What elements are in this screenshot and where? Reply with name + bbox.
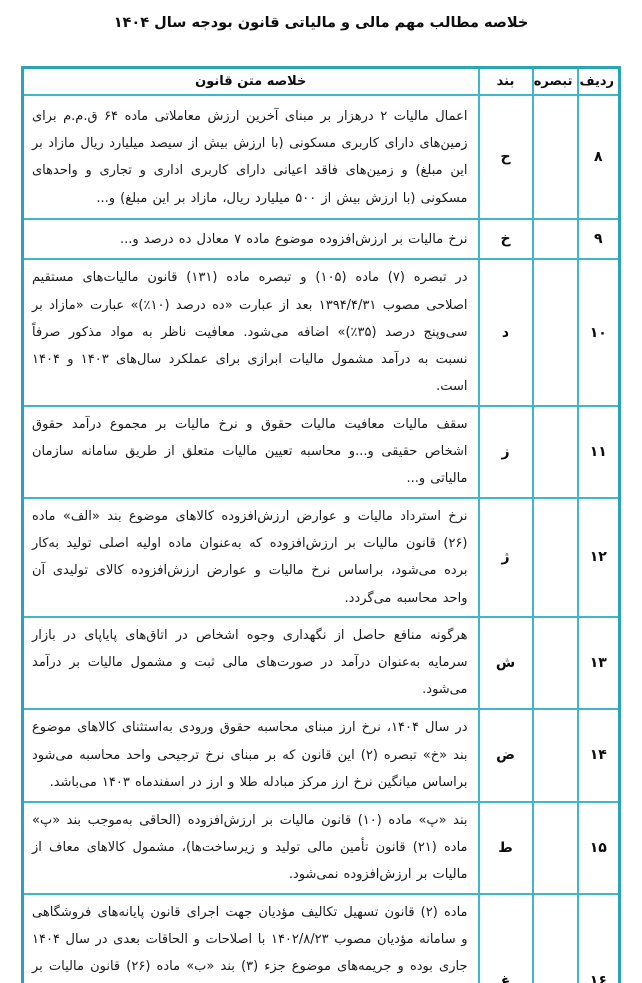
summary-cell: در سال ۱۴۰۴، نرخ ارز مبنای محاسبه حقوق و… [21,707,480,803]
tabsereh-cell [531,258,579,407]
band-cell: د [477,258,534,407]
summary-cell: بند «پ» ماده (۱۰) قانون مالیات بر ارزش‌ا… [21,800,480,895]
tabsereh-cell [531,218,579,261]
tabsereh-cell [531,892,579,983]
summary-cell: ماده (۲) قانون تسهیل تکالیف مؤدیان جهت ا… [21,892,480,983]
tabsereh-cell [531,404,579,499]
header-radif: ردیف [576,66,621,97]
tabsereh-cell [531,615,579,710]
law-summary-table: ردیف تبصره بند خلاصه متن قانون ۸ ح اعمال… [21,66,621,983]
band-cell: خ [477,218,534,261]
header-row: ردیف تبصره بند خلاصه متن قانون [21,66,621,97]
radif-cell: ۱۲ [576,496,621,618]
band-cell: ض [477,707,534,803]
band-cell: ش [477,615,534,710]
table-row: ۱۶ غ ماده (۲) قانون تسهیل تکالیف مؤدیان … [21,892,621,983]
table-row: ۱۴ ض در سال ۱۴۰۴، نرخ ارز مبنای محاسبه ح… [21,707,621,803]
summary-cell: نرخ مالیات بر ارزش‌افزوده موضوع ماده ۷ م… [21,218,480,261]
radif-cell: ۹ [576,218,621,261]
table-row: ۸ ح اعمال مالیات ۲ درهزار بر مبنای آخرین… [21,94,621,221]
table-row: ۱۳ ش هرگونه منافع حاصل از نگهداری وجوه ا… [21,615,621,710]
summary-cell: اعمال مالیات ۲ درهزار بر مبنای آخرین ارز… [21,94,480,221]
band-cell: ط [477,800,534,895]
band-cell: ز [477,404,534,499]
header-band: بند [477,66,534,97]
table-row: ۹ خ نرخ مالیات بر ارزش‌افزوده موضوع ماده… [21,218,621,261]
table-row: ۱۱ ز سقف مالیات معافیت مالیات حقوق و نرخ… [21,404,621,499]
radif-cell: ۱۳ [576,615,621,710]
page-title: خلاصه مطالب مهم مالی و مالیاتی قانون بود… [113,15,529,31]
summary-cell: نرخ استرداد مالیات و عوارض ارزش‌افزوده ک… [21,496,480,618]
header-tabsereh: تبصره [531,66,579,97]
header-summary: خلاصه متن قانون [21,66,480,97]
tabsereh-cell [531,800,579,895]
band-cell: ژ [477,496,534,618]
table-row: ۱۰ د در تبصره (۷) ماده (۱۰۵) و تبصره ماد… [21,258,621,407]
tabsereh-cell [531,94,579,221]
table-row: ۱۵ ط بند «پ» ماده (۱۰) قانون مالیات بر ا… [21,800,621,895]
tabsereh-cell [531,496,579,618]
band-cell: غ [477,892,534,983]
tabsereh-cell [531,707,579,803]
radif-cell: ۱۱ [576,404,621,499]
radif-cell: ۱۵ [576,800,621,895]
summary-cell: هرگونه منافع حاصل از نگهداری وجوه اشخاص … [21,615,480,710]
radif-cell: ۱۰ [576,258,621,407]
band-cell: ح [477,94,534,221]
summary-cell: در تبصره (۷) ماده (۱۰۵) و تبصره ماده (۱۳… [21,258,480,407]
table-row: ۱۲ ژ نرخ استرداد مالیات و عوارض ارزش‌افز… [21,496,621,618]
radif-cell: ۱۶ [576,892,621,983]
radif-cell: ۱۴ [576,707,621,803]
summary-cell: سقف مالیات معافیت مالیات حقوق و نرخ مالی… [21,404,480,499]
radif-cell: ۸ [576,94,621,221]
